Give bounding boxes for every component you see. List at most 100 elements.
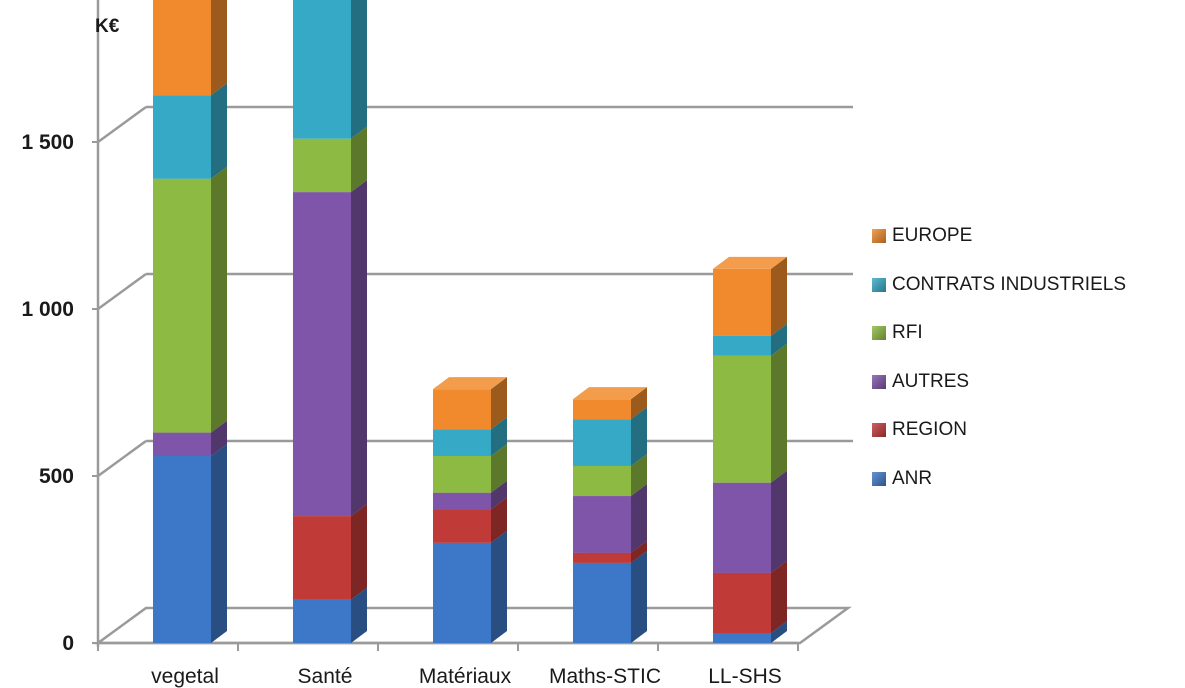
bar-side bbox=[771, 256, 787, 336]
legend-label: ANR bbox=[892, 467, 933, 489]
bar-front bbox=[713, 355, 771, 483]
bar-segment-contrats-industriels bbox=[293, 0, 367, 139]
bar-front bbox=[573, 562, 631, 643]
legend-item: CONTRATS INDUSTRIELS bbox=[872, 261, 1126, 310]
bar-side bbox=[211, 83, 227, 179]
x-tick-label: Matériaux bbox=[419, 665, 512, 688]
bar-segment-anr bbox=[433, 530, 507, 643]
bar-front bbox=[573, 552, 631, 563]
x-tick-label: Maths-STIC bbox=[549, 665, 661, 688]
legend-label: EUROPE bbox=[892, 225, 973, 247]
bar-side bbox=[491, 377, 507, 430]
legend-item: ANR bbox=[872, 455, 1126, 504]
legend-swatch bbox=[872, 229, 886, 244]
bar-front bbox=[573, 496, 631, 553]
legend-label: AUTRES bbox=[892, 370, 970, 392]
bar-side bbox=[491, 530, 507, 643]
y-tick-label: 1 500 bbox=[21, 131, 74, 154]
bar-segment-region bbox=[293, 504, 367, 600]
bar-front bbox=[573, 465, 631, 497]
bar-segment-europe bbox=[433, 377, 507, 430]
gridline-slant bbox=[97, 105, 147, 144]
legend-swatch bbox=[872, 326, 886, 341]
legend-item: AUTRES bbox=[872, 358, 1126, 407]
bar-segment-contrats-industriels bbox=[153, 83, 227, 179]
x-tick-label: Santé bbox=[298, 665, 353, 688]
bar-side bbox=[491, 417, 507, 456]
bar-segment-anr bbox=[153, 443, 227, 643]
legend-label: CONTRATS INDUSTRIELS bbox=[892, 273, 1127, 295]
bar-side bbox=[211, 443, 227, 643]
bar-front bbox=[713, 572, 771, 633]
bar-segment-rfi bbox=[713, 343, 787, 483]
bar-front bbox=[293, 516, 351, 600]
bar-front bbox=[713, 482, 771, 573]
bar-front bbox=[293, 192, 351, 517]
bar-side bbox=[631, 407, 647, 466]
bar-front bbox=[433, 389, 491, 430]
bar-segment-europe bbox=[153, 0, 227, 96]
bar-front bbox=[153, 455, 211, 643]
bar-segment-rfi bbox=[153, 166, 227, 433]
bar-front bbox=[713, 268, 771, 336]
bar-segment-region bbox=[713, 560, 787, 633]
x-tick-label: vegetal bbox=[151, 665, 219, 688]
bar-side bbox=[771, 323, 787, 356]
bar-front bbox=[433, 455, 491, 493]
bar-side bbox=[631, 484, 647, 553]
bar-front bbox=[713, 632, 771, 643]
bar-side bbox=[631, 453, 647, 497]
bar-side bbox=[351, 126, 367, 193]
bar-front bbox=[293, 138, 351, 193]
bar-side bbox=[351, 587, 367, 643]
bar-front bbox=[713, 335, 771, 356]
legend-swatch bbox=[872, 277, 886, 292]
bar-side bbox=[491, 443, 507, 493]
bar-segment-anr bbox=[573, 550, 647, 643]
legend-label: REGION bbox=[892, 419, 967, 441]
legend-swatch bbox=[872, 471, 886, 486]
bars bbox=[153, 0, 787, 643]
bar-top bbox=[713, 256, 787, 269]
unit-label: K€ bbox=[95, 16, 120, 37]
bar-front bbox=[573, 419, 631, 466]
y-tick-label: 500 bbox=[39, 465, 74, 488]
legend: EUROPE CONTRATS INDUSTRIELS RFI AUTRES REGIO… bbox=[872, 212, 1126, 503]
legend-swatch bbox=[872, 374, 886, 389]
bar-front bbox=[433, 542, 491, 643]
bar-segment-autres bbox=[293, 180, 367, 517]
gridline-slant bbox=[97, 272, 147, 311]
bar-front bbox=[153, 178, 211, 433]
bar-segment-europe bbox=[573, 387, 647, 420]
bar-side bbox=[631, 540, 647, 563]
bar-side bbox=[771, 560, 787, 633]
bar-side bbox=[211, 0, 227, 96]
bar-front bbox=[153, 432, 211, 456]
legend-swatch bbox=[872, 423, 886, 438]
bar-side bbox=[211, 420, 227, 456]
legend-item: REGION bbox=[872, 406, 1126, 455]
legend-label: RFI bbox=[892, 322, 923, 344]
y-tick-label: 0 bbox=[62, 632, 74, 655]
bar-front bbox=[153, 0, 211, 96]
bar-side bbox=[631, 550, 647, 643]
bar-side bbox=[351, 180, 367, 517]
bar-front bbox=[433, 429, 491, 456]
bar-front bbox=[293, 0, 351, 139]
bar-side bbox=[351, 0, 367, 139]
bar-front bbox=[293, 599, 351, 643]
bar-segment-europe bbox=[713, 256, 787, 336]
bar-front bbox=[433, 492, 491, 510]
x-tick-label: LL-SHS bbox=[708, 665, 782, 688]
bar-side bbox=[211, 166, 227, 433]
bar-side bbox=[771, 470, 787, 573]
gridline-slant bbox=[97, 439, 147, 478]
bar-front bbox=[573, 399, 631, 420]
bar-front bbox=[433, 509, 491, 543]
y-tick-label: 1 000 bbox=[21, 298, 74, 321]
bar-side bbox=[491, 497, 507, 543]
bar-side bbox=[631, 387, 647, 420]
bar-front bbox=[153, 95, 211, 179]
